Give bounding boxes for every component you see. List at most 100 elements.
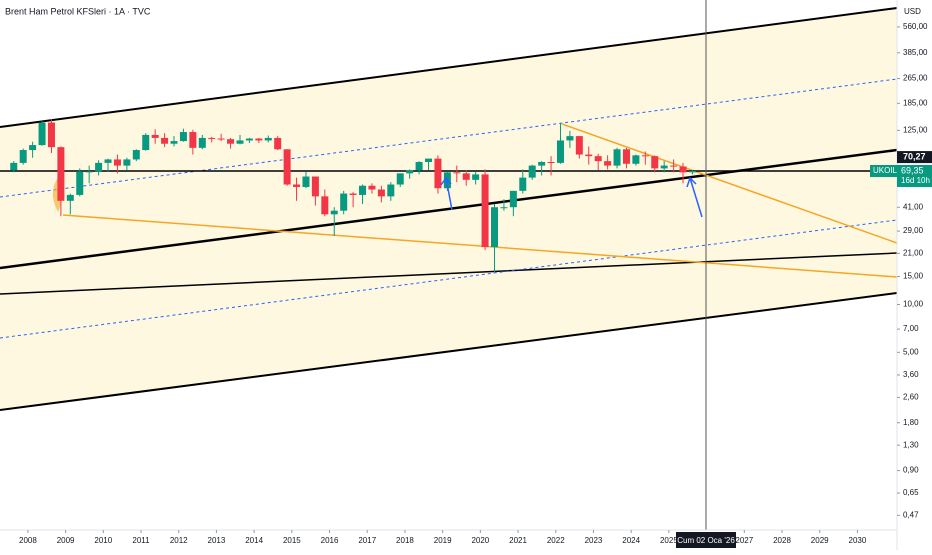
y-tick-label: 41,00 [903,202,924,211]
candle-body [594,156,602,162]
x-tick-label: 2029 [811,536,829,545]
candle-body [500,207,508,209]
candle-body [29,145,37,151]
x-tick-label: 2008 [19,536,37,545]
arrows [440,176,703,218]
x-tick-label: 2027 [735,536,753,545]
y-tick-label: 0,47 [903,510,919,519]
candle-body [66,194,74,201]
x-tick-label: 2014 [245,536,263,545]
candle-body [679,166,687,173]
candle-body [641,155,649,157]
candle-body [19,150,27,163]
candle-body [613,149,621,166]
candle-body [76,171,84,195]
y-tick-label: 10,00 [903,300,924,309]
candle-body [47,122,55,148]
candle-body [38,122,46,146]
y-tick-label: 185,00 [903,98,928,107]
candle-body [255,138,263,141]
candle-body [406,170,414,174]
y-tick-label: 1,80 [903,418,919,427]
candle-body [566,136,574,141]
candle-body [227,139,235,144]
y-tick-label: 0,65 [903,488,919,497]
x-tick-label: 2024 [622,536,640,545]
candle-body [651,156,659,169]
candle-body [321,196,329,215]
candle-body [453,172,461,174]
candle-body [519,177,527,191]
y-tick-label: 0,90 [903,466,919,475]
y-tick-label: 1,30 [903,440,919,449]
candle-body [688,170,696,173]
candle-body [293,184,301,187]
candle-body [57,147,65,201]
candle-body [481,174,489,248]
y-tick-label: 385,00 [903,48,928,57]
channel-bottom [0,292,897,411]
candle-body [113,159,121,166]
x-tick-label: 2016 [321,536,339,545]
x-tick-label: 2017 [358,536,376,545]
y-tick-label: 7,00 [903,324,919,333]
candle-body [302,176,310,187]
candle-body [425,158,433,163]
candle-body [632,155,640,164]
y-tick-label: 125,00 [903,125,928,134]
y-tick-label: 29,00 [903,226,924,235]
candle-body [217,138,225,140]
candle-body [491,207,498,248]
symbol-label: UKOIL [873,166,898,175]
candle-body [556,140,564,163]
candle-body [528,165,536,178]
candle-body [132,150,140,160]
y-tick-label: 21,00 [903,248,924,257]
y-tick-label: 3,60 [903,370,919,379]
x-tick-label: 2023 [585,536,603,545]
candle-body [151,134,159,138]
candle-body [283,149,291,185]
arrow [686,176,703,218]
crosshair-label: Cum 02 Oca '26 [677,536,735,545]
x-tick-label: 2012 [170,536,188,545]
x-tick-label: 2025 [660,536,678,545]
x-tick-label: 2020 [471,536,489,545]
price-tag [897,151,932,164]
candle-body [368,185,376,190]
y-tick-label: 15,00 [903,272,924,281]
candle-body [359,185,367,195]
candle-body [462,173,470,180]
y-tick-label: 560,00 [903,22,928,31]
chart-title: Brent Ham Petrol KFSleri · 1A · TVC [5,6,151,16]
candle-body [472,174,480,180]
trend-line [0,252,897,295]
y-tick-label: 265,00 [903,74,928,83]
candle-body [622,149,630,164]
countdown: 16d 10h [901,176,930,185]
candle-body [10,162,18,171]
y-tick-label: 5,00 [903,347,919,356]
candle-body [377,189,385,197]
candle-body [104,159,112,163]
candle-body [123,159,131,166]
candle-body [660,165,668,169]
x-tick-label: 2019 [434,536,452,545]
candle-body [415,162,423,171]
candle-body [330,210,338,215]
candle-body [245,138,253,141]
x-tick-label: 2013 [208,536,226,545]
candle-body [538,162,546,166]
candles [10,119,696,273]
candle-body [387,184,395,197]
dashed-line [0,219,897,339]
x-tick-label: 2015 [283,536,301,545]
candle-body [274,137,282,150]
last-price-label: 69,35 [901,165,924,175]
x-tick-label: 2011 [132,536,150,545]
candle-body [396,173,404,185]
candle-body [198,137,206,148]
candle-body [509,190,517,208]
candle-body [340,193,348,211]
